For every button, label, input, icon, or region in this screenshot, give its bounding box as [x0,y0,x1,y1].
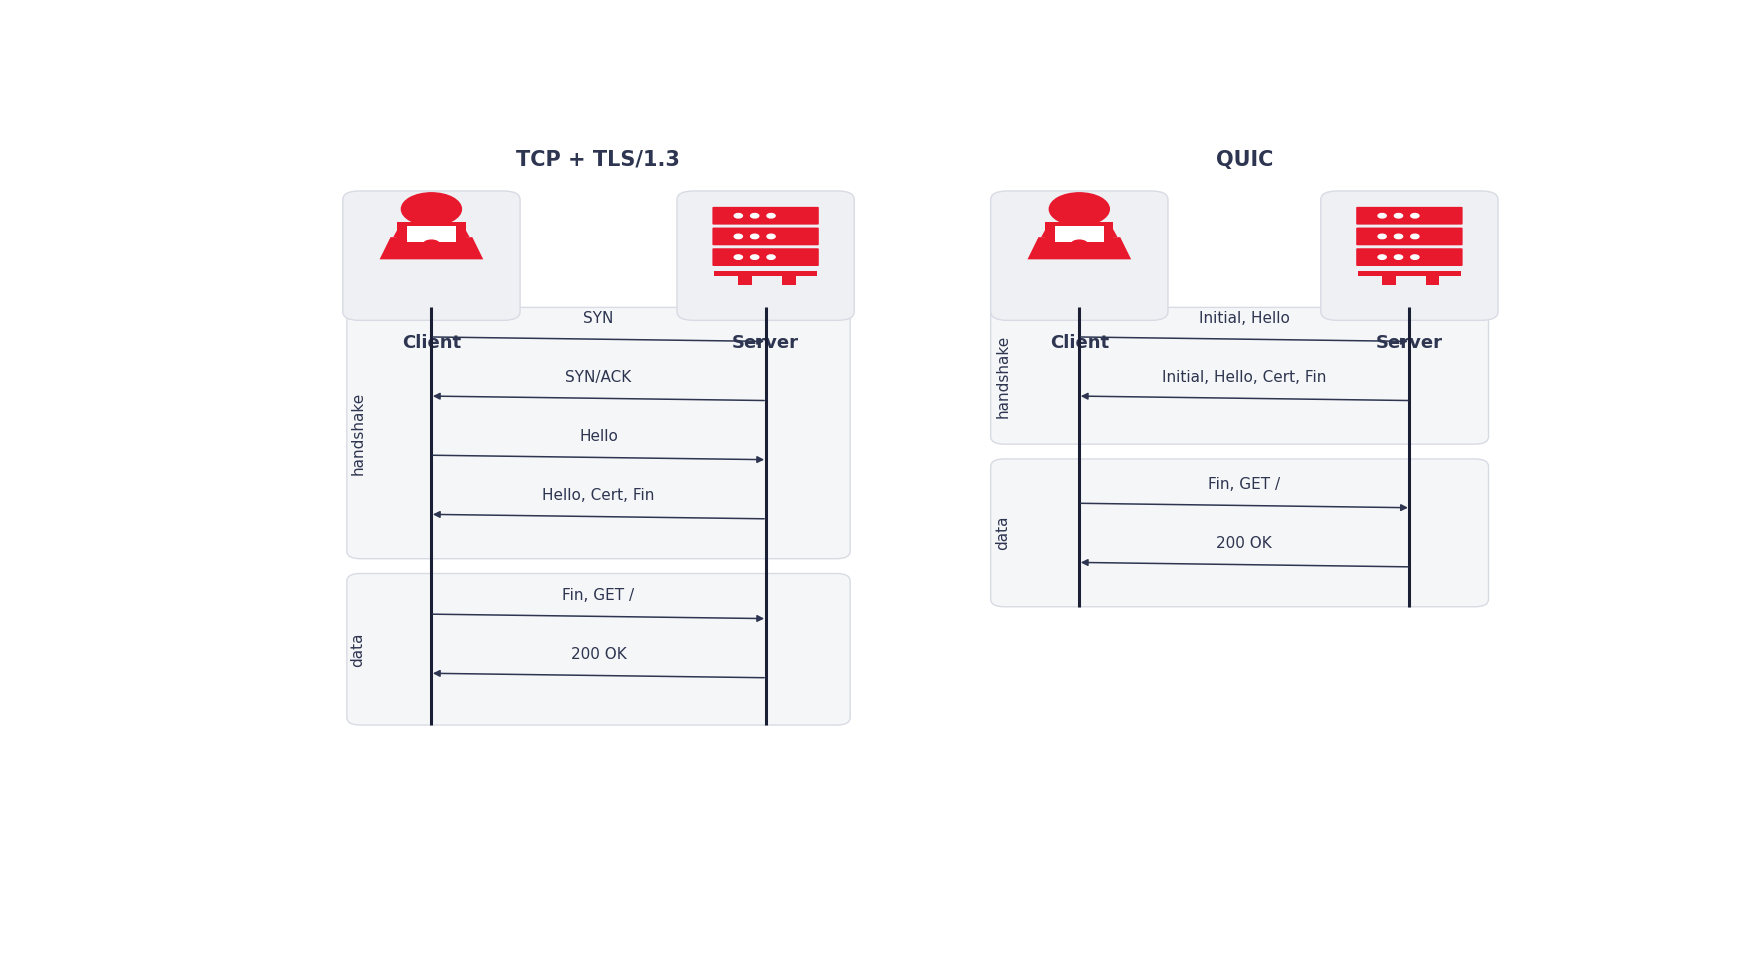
Text: Client: Client [401,334,461,351]
FancyBboxPatch shape [739,272,752,285]
Text: Initial, Hello: Initial, Hello [1199,311,1290,325]
Text: SYN/ACK: SYN/ACK [565,370,632,385]
Text: 200 OK: 200 OK [1216,537,1272,551]
Polygon shape [392,223,470,237]
Text: Server: Server [732,334,799,351]
Text: TCP + TLS/1.3: TCP + TLS/1.3 [516,150,679,170]
FancyBboxPatch shape [713,249,818,266]
Text: SYN: SYN [583,311,614,325]
Text: Client: Client [1049,334,1109,351]
Circle shape [1394,234,1403,239]
Text: Fin, GET /: Fin, GET / [563,588,635,603]
FancyBboxPatch shape [991,307,1489,444]
Circle shape [767,213,774,218]
Text: Server: Server [1376,334,1443,351]
Text: Hello: Hello [579,429,618,444]
FancyBboxPatch shape [1320,191,1498,321]
Circle shape [1378,234,1387,239]
FancyBboxPatch shape [347,307,850,559]
Text: handshake: handshake [350,392,366,474]
FancyBboxPatch shape [715,271,817,276]
FancyBboxPatch shape [347,573,850,725]
FancyBboxPatch shape [1054,226,1104,242]
Circle shape [1394,213,1403,218]
FancyBboxPatch shape [1357,271,1461,276]
Circle shape [750,255,759,259]
FancyBboxPatch shape [1382,272,1396,285]
FancyBboxPatch shape [343,191,521,321]
Circle shape [422,240,440,249]
FancyBboxPatch shape [407,226,456,242]
Circle shape [1394,255,1403,259]
FancyBboxPatch shape [678,191,854,321]
FancyBboxPatch shape [713,206,818,225]
Polygon shape [380,237,484,259]
Text: handshake: handshake [996,334,1010,418]
FancyBboxPatch shape [1357,249,1463,266]
Circle shape [1049,193,1109,226]
Circle shape [767,234,774,239]
Circle shape [1072,240,1088,249]
Polygon shape [1028,237,1132,259]
FancyBboxPatch shape [991,191,1169,321]
Circle shape [750,213,759,218]
Circle shape [1412,255,1419,259]
Text: QUIC: QUIC [1216,150,1272,170]
Text: 200 OK: 200 OK [570,647,627,662]
FancyBboxPatch shape [1357,228,1463,246]
Circle shape [767,255,774,259]
Circle shape [734,234,743,239]
FancyBboxPatch shape [781,272,796,285]
Text: data: data [996,516,1010,550]
Circle shape [401,193,461,226]
Circle shape [1412,213,1419,218]
Circle shape [1378,255,1387,259]
Text: data: data [350,633,366,667]
Circle shape [734,213,743,218]
FancyBboxPatch shape [713,228,818,246]
FancyBboxPatch shape [398,223,466,246]
Circle shape [1412,234,1419,239]
Text: Hello, Cert, Fin: Hello, Cert, Fin [542,489,655,503]
FancyBboxPatch shape [1045,223,1114,246]
Circle shape [750,234,759,239]
Circle shape [734,255,743,259]
FancyBboxPatch shape [1357,206,1463,225]
Polygon shape [1042,223,1118,237]
Circle shape [1378,213,1387,218]
FancyBboxPatch shape [1426,272,1440,285]
Text: Initial, Hello, Cert, Fin: Initial, Hello, Cert, Fin [1162,370,1327,385]
FancyBboxPatch shape [991,459,1489,607]
Text: Fin, GET /: Fin, GET / [1209,477,1281,492]
